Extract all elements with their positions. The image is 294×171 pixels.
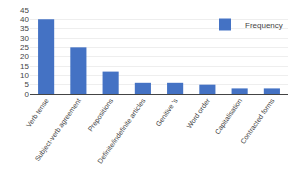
svg-text:45: 45 xyxy=(20,6,29,15)
svg-text:35: 35 xyxy=(20,24,29,33)
svg-text:15: 15 xyxy=(20,62,29,71)
svg-text:Word order: Word order xyxy=(185,97,211,130)
svg-text:20: 20 xyxy=(20,52,29,61)
svg-text:Capitalisation: Capitalisation xyxy=(213,97,244,136)
svg-text:Contracted forms: Contracted forms xyxy=(239,97,276,145)
svg-text:Genitive 's: Genitive 's xyxy=(154,97,179,128)
svg-text:Subject-verb agreement: Subject-verb agreement xyxy=(33,97,82,163)
svg-text:30: 30 xyxy=(20,34,29,43)
svg-text:10: 10 xyxy=(20,71,29,80)
svg-text:Verb tense: Verb tense xyxy=(25,97,50,129)
svg-text:Prepositions: Prepositions xyxy=(86,97,115,134)
svg-text:0: 0 xyxy=(25,90,30,99)
svg-text:40: 40 xyxy=(20,15,29,24)
svg-text:5: 5 xyxy=(25,80,30,89)
svg-text:Definite/indefinite articles: Definite/indefinite articles xyxy=(96,97,147,165)
svg-text:25: 25 xyxy=(20,43,29,52)
svg-text:Frequency: Frequency xyxy=(245,21,283,30)
